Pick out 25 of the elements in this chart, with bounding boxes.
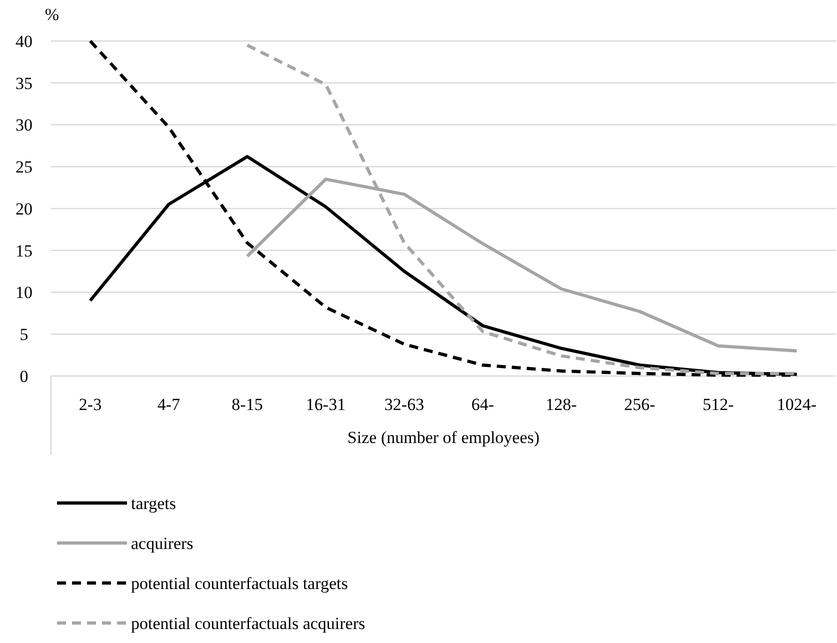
x-tick-label: 16-31	[306, 395, 346, 414]
y-tick-label: 25	[16, 158, 32, 177]
y-axis-title: %	[44, 5, 60, 24]
legend-label: potential counterfactuals acquirers	[131, 614, 366, 633]
legend-label: potential counterfactuals targets	[131, 574, 348, 593]
x-tick-label: 64-	[471, 395, 494, 414]
y-tick-label: 30	[16, 116, 32, 135]
x-tick-label: 256-	[624, 395, 656, 414]
x-tick-label: 32-63	[384, 395, 424, 414]
y-tick-label: 15	[16, 241, 32, 260]
y-tick-label: 40	[16, 32, 32, 51]
y-tick-label: 35	[16, 74, 32, 93]
legend-label: acquirers	[131, 534, 194, 553]
y-tick-label: 20	[16, 199, 32, 218]
x-tick-label: 512-	[702, 395, 734, 414]
x-tick-label: 4-7	[157, 395, 181, 414]
x-tick-label: 8-15	[232, 395, 263, 414]
x-tick-label: 128-	[546, 395, 578, 414]
legend-label: targets	[131, 494, 176, 513]
y-tick-label: 5	[20, 325, 28, 344]
y-tick-label: 10	[16, 283, 32, 302]
y-tick-label: 0	[20, 366, 28, 386]
x-tick-label: 2-3	[78, 395, 102, 414]
x-axis-title: Size (number of employees)	[347, 428, 540, 447]
x-tick-label: 1024-	[776, 395, 817, 414]
